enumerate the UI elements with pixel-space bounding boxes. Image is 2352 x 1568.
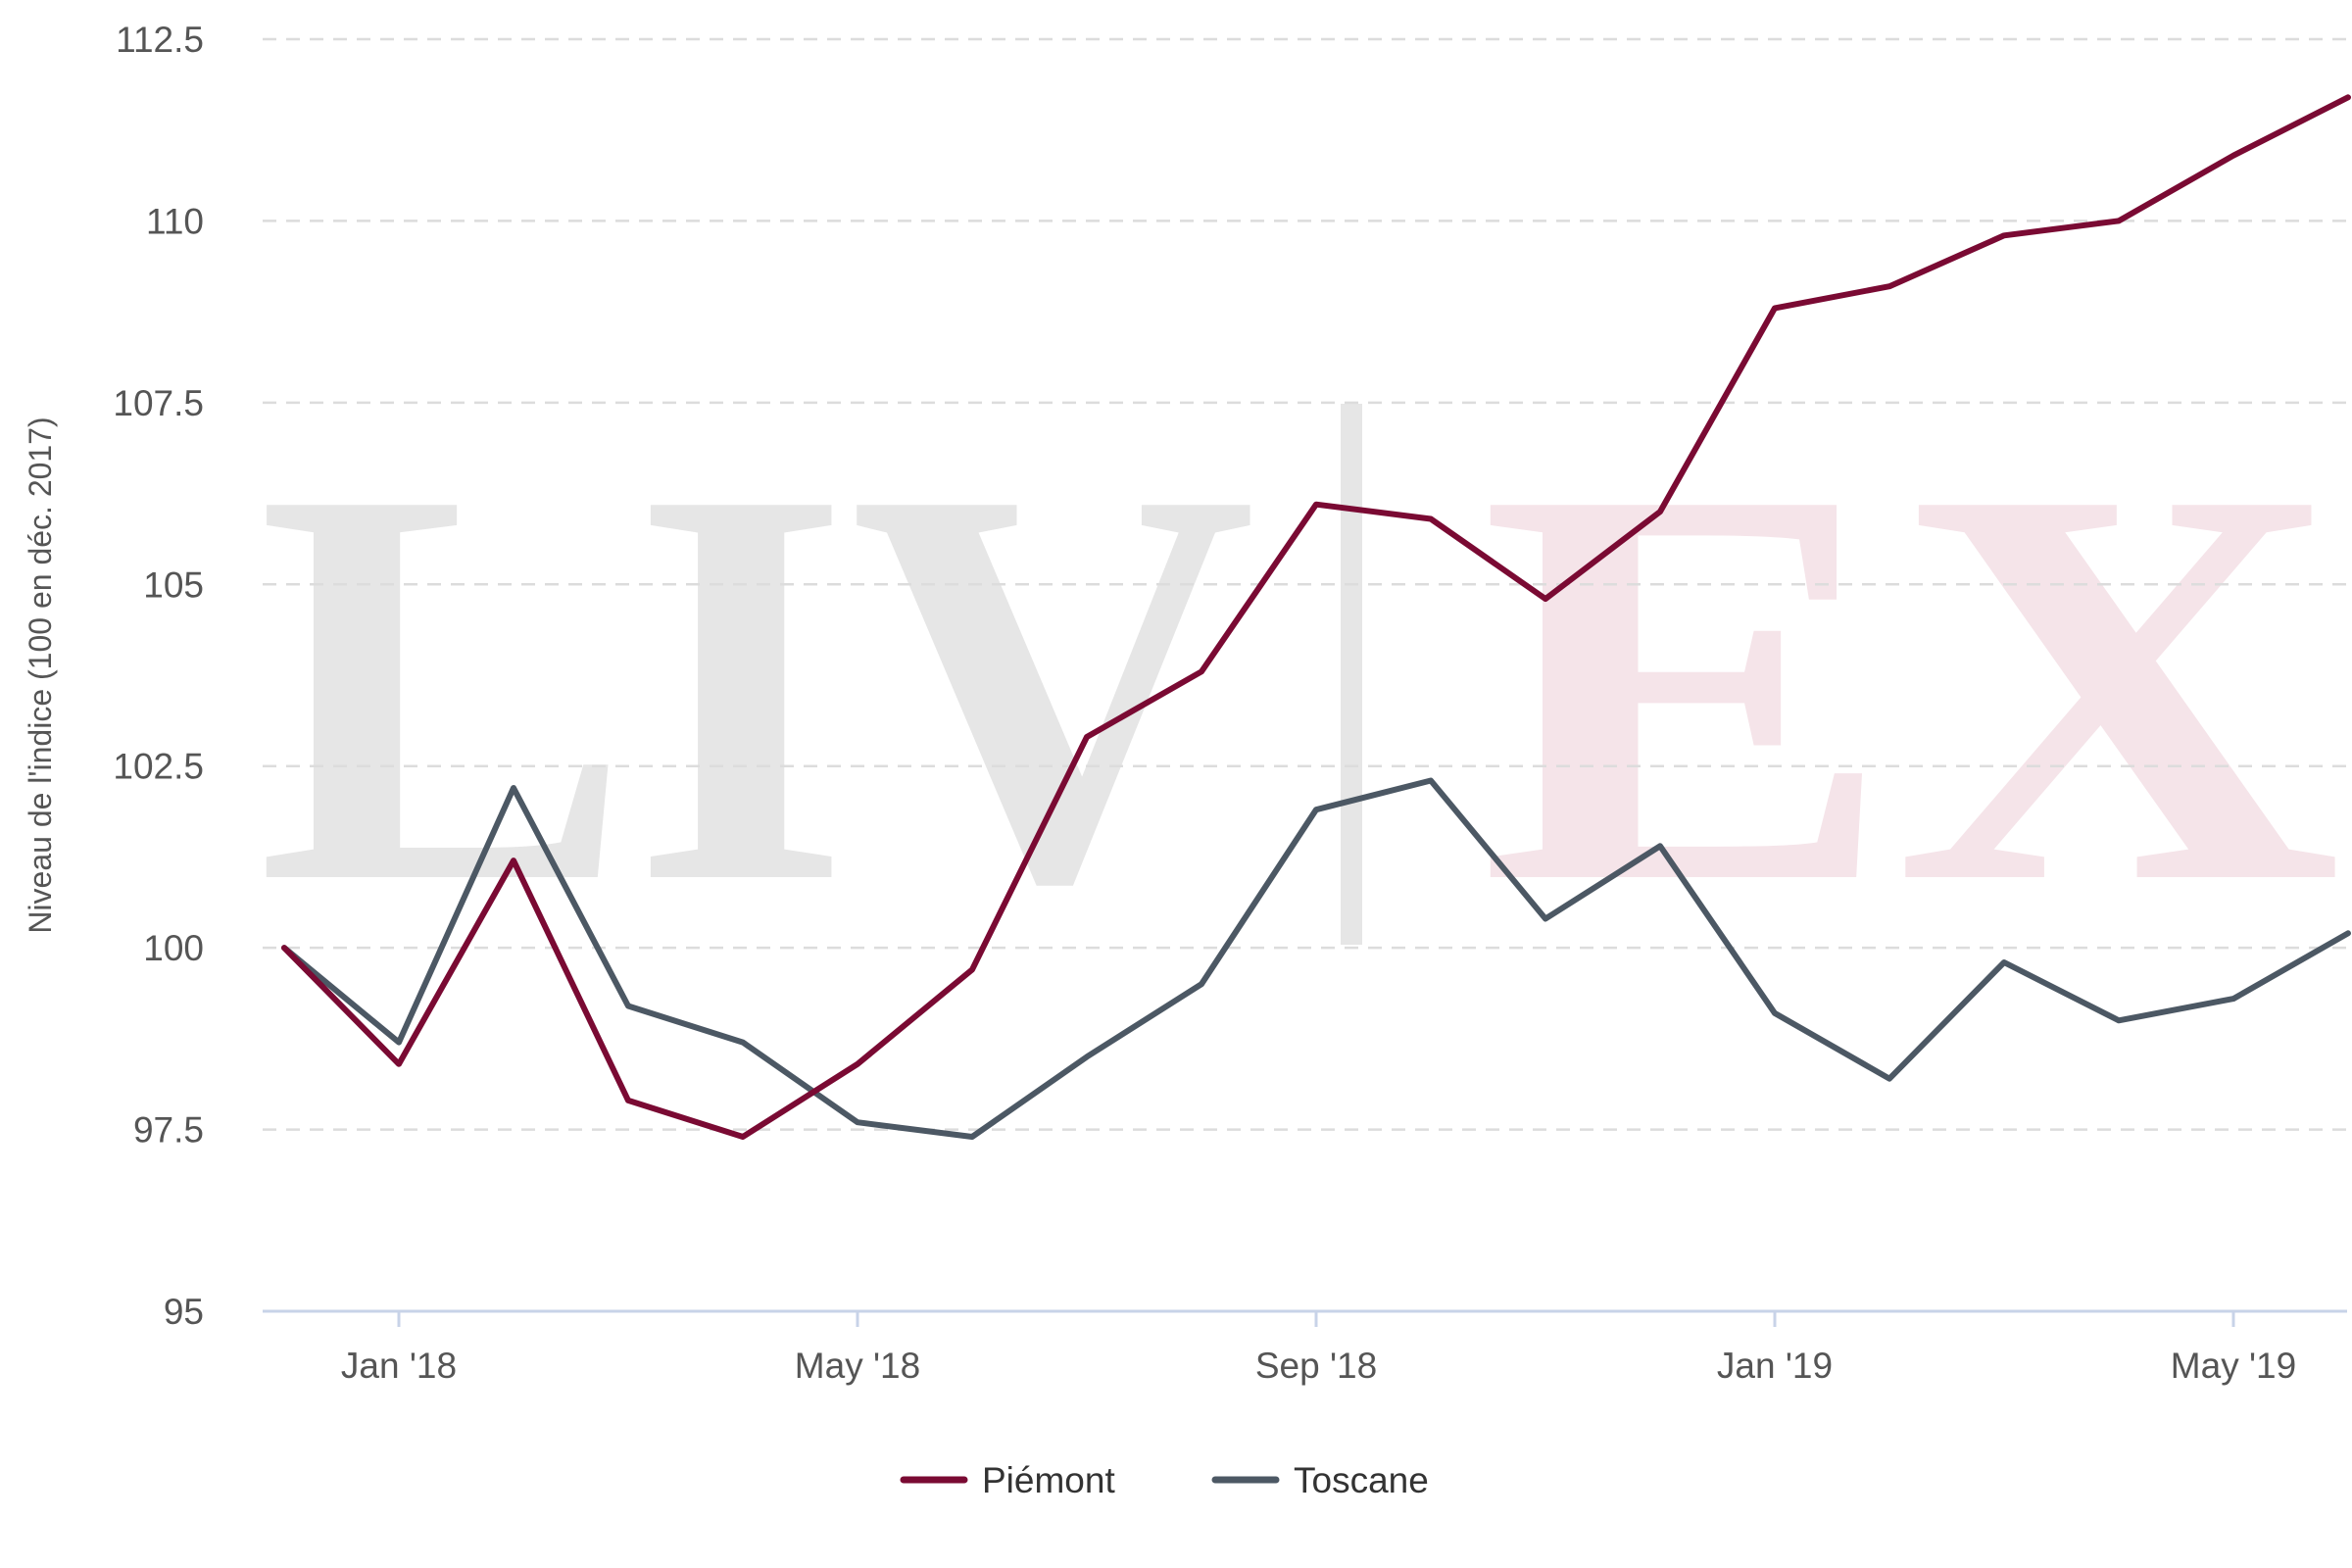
- watermark-left-text: LIV: [257, 371, 1256, 1001]
- x-tick-label: May '18: [795, 1346, 920, 1386]
- y-tick-label: 102.5: [113, 747, 204, 787]
- y-tick-label: 105: [143, 564, 204, 605]
- watermark: LIV EX: [257, 371, 2342, 1001]
- y-axis-title: Niveau de l'indice (100 en déc. 2017): [23, 416, 58, 933]
- legend[interactable]: Piémont Toscane: [900, 1460, 1429, 1500]
- x-tick-label: Jan '18: [341, 1346, 457, 1386]
- y-tick-label: 100: [143, 928, 204, 968]
- y-tick-label: 97.5: [133, 1110, 204, 1151]
- legend-label: Piémont: [982, 1460, 1115, 1500]
- series-line-toscane: [281, 777, 2351, 1140]
- y-tick-label: 110: [146, 201, 204, 241]
- x-axis-ticks: Jan '18 May '18 Sep '18 Jan '19 May '19: [341, 1311, 2296, 1386]
- y-axis-ticks: 95 97.5 100 102.5 105 107.5 110 112.5: [113, 20, 204, 1332]
- y-tick-label: 107.5: [113, 383, 204, 423]
- series-line-pi-mont: [281, 94, 2351, 1140]
- x-tick-label: May '19: [2171, 1346, 2296, 1386]
- legend-item[interactable]: Toscane: [1211, 1460, 1429, 1500]
- legend-item[interactable]: Piémont: [900, 1460, 1115, 1500]
- x-tick-label: Jan '19: [1717, 1346, 1833, 1386]
- series-lines: [281, 94, 2351, 1140]
- y-tick-label: 112.5: [116, 20, 204, 60]
- legend-label: Toscane: [1294, 1460, 1429, 1500]
- watermark-right-text: EX: [1480, 371, 2342, 1001]
- watermark-divider: [1341, 404, 1362, 945]
- y-tick-label: 95: [164, 1292, 204, 1332]
- grid-lines: [263, 37, 2347, 1131]
- x-tick-label: Sep '18: [1255, 1346, 1377, 1386]
